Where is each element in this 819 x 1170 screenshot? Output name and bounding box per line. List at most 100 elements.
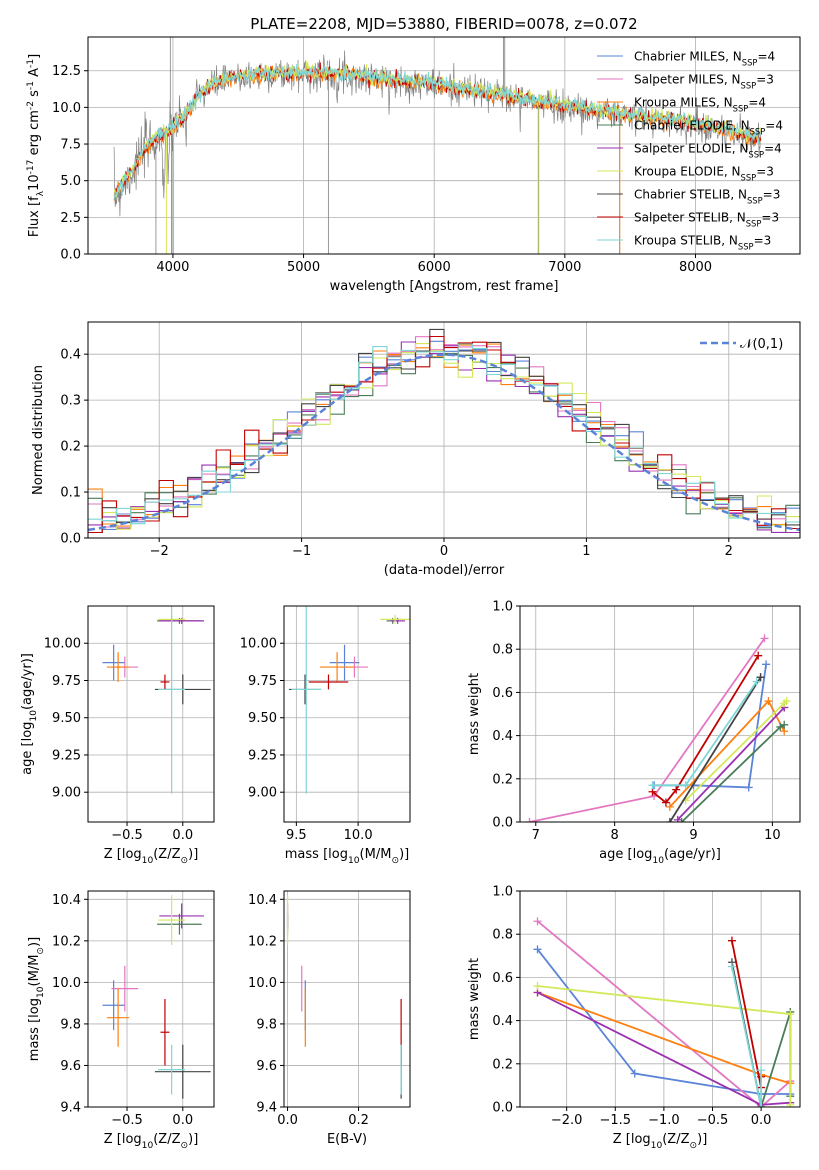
weight-vs-age-axes: 7 8 9 10 0.0 0.2 0.4 0.6 0.8 1.0 age [log10(age/yr… — [467, 600, 801, 866]
spectrum-title: PLATE=2208, MJD=53880, FIBERID=0078, z=0… — [250, 15, 637, 33]
age-vs-z-ytick-label: 9.75 — [52, 674, 81, 689]
weight-vs-z-marker — [786, 1010, 795, 1019]
age-vs-mass-xlabel: mass [log10(M/M⊙)] — [285, 847, 409, 866]
age-vs-z-plot — [102, 606, 211, 794]
mass-vs-z-ytick-label: 9.4 — [60, 1101, 81, 1116]
weight-vs-age-marker — [648, 781, 657, 790]
weight-vs-z-axes: −2.0 −1.5 −1.0 −0.5 0.0 0.0 0.2 0.4 0.6 0.8 1.0 Z [… — [467, 885, 801, 1151]
mass-vs-ebv-xtick-label: 0.0 — [277, 1113, 298, 1128]
legend-label: Chabrier ELODIE, NSSP=4 — [634, 119, 783, 137]
legend-label: Salpeter MILES, NSSP=3 — [634, 73, 774, 91]
weight-vs-z-plot — [533, 917, 795, 1107]
weight-vs-age-ytick-label: 1.0 — [492, 600, 513, 615]
weight-vs-z-marker — [727, 962, 736, 971]
spectrum-ytick-label: 0.0 — [60, 248, 81, 263]
spectrum-plot — [113, 37, 762, 254]
residuals-ytick-label: 0.3 — [60, 394, 81, 409]
age-vs-mass-axes: 9.5 10.0 9.00 9.25 9.50 9.75 10.00 mass [log10(… — [240, 605, 411, 866]
weight-vs-z-marker — [757, 1066, 766, 1075]
mass-vs-ebv-ytick-label: 9.6 — [256, 1059, 277, 1074]
spectrum-axes: 4000 5000 6000 7000 8000 0.0 2.5 5.0 7.5 10.0 12.5… — [26, 36, 801, 294]
age-vs-z-ytick-label: 9.25 — [52, 748, 81, 763]
weight-vs-z-ylabel: mass weight — [467, 958, 482, 1040]
age-vs-mass-ytick-label: 9.00 — [248, 786, 277, 801]
weight-vs-z-xlabel: Z [log10(Z/Z⊙)] — [613, 1132, 708, 1151]
weight-vs-z-ytick-label: 0.0 — [492, 1101, 513, 1116]
spectrum-xtick-label: 4000 — [156, 260, 189, 275]
weight-vs-z-marker — [630, 1069, 639, 1078]
weight-vs-age-marker — [780, 720, 789, 729]
spectrum-xlabel: wavelength [Angstrom, rest frame] — [330, 279, 559, 294]
age-vs-mass-plot — [288, 606, 410, 794]
residuals-ytick-label: 0.2 — [60, 440, 81, 455]
weight-vs-age-marker — [665, 802, 674, 811]
weight-vs-z-marker — [727, 936, 736, 945]
weight-vs-age-xtick-label: 7 — [532, 828, 540, 843]
legend-label: Chabrier MILES, NSSP=4 — [634, 50, 775, 68]
legend-label: Salpeter ELODIE, NSSP=4 — [634, 142, 782, 160]
mass-vs-z-plot-area — [88, 891, 214, 1107]
spectrum-model-line — [113, 63, 762, 201]
age-vs-z-frame — [87, 605, 215, 823]
mass-vs-ebv-ytick-label: 10.0 — [248, 976, 277, 991]
spectrum-plot-area — [88, 37, 800, 254]
weight-vs-age-marker — [681, 781, 690, 790]
spectrum-ytick-label: 12.5 — [52, 64, 81, 79]
weight-vs-age-marker — [744, 783, 753, 792]
spectrum-ylabel: Flux [fλ10-17 erg cm-2 s-1 A-1] — [26, 54, 46, 237]
spectrum-frame — [87, 36, 801, 255]
weight-vs-z-xtick-label: −1.5 — [599, 1113, 631, 1128]
weight-vs-age-marker — [764, 697, 773, 706]
weight-vs-z-marker — [533, 982, 542, 991]
residuals-xtick-label: 0 — [440, 544, 448, 559]
weight-vs-age-series-line — [651, 655, 759, 804]
weight-vs-z-ytick-label: 0.6 — [492, 971, 513, 986]
age-vs-z-ytick-label: 10.00 — [44, 637, 81, 652]
weight-vs-age-ytick-label: 0.0 — [492, 816, 513, 831]
weight-vs-age-ylabel: mass weight — [467, 673, 482, 755]
age-vs-mass-frame — [283, 605, 411, 823]
weight-vs-age-marker — [661, 798, 670, 807]
weight-vs-z-ytick-label: 0.2 — [492, 1057, 513, 1072]
age-vs-z-xtick-label: −0.5 — [111, 828, 143, 843]
spectrum-ytick-label: 2.5 — [60, 211, 81, 226]
mass-vs-ebv-frame — [283, 890, 411, 1108]
weight-vs-age-marker — [762, 660, 771, 669]
legend-label: Chabrier STELIB, NSSP=3 — [634, 188, 780, 206]
weight-vs-z-xtick-label: −0.5 — [697, 1113, 729, 1128]
weight-vs-z-xtick-label: −1.0 — [648, 1113, 680, 1128]
mass-vs-z-ylabel: mass [log10(M/M⊙)] — [27, 937, 46, 1061]
age-vs-z-ytick-label: 9.00 — [52, 786, 81, 801]
mass-vs-z-xlabel: Z [log10(Z/Z⊙)] — [104, 1132, 199, 1151]
legend-gaussian-label: 𝒩(0,1) — [740, 337, 783, 352]
weight-vs-z-xtick-label: 0.0 — [751, 1113, 772, 1128]
weight-vs-age-xtick-label: 9 — [689, 828, 697, 843]
spectrum-ytick-label: 10.0 — [52, 101, 81, 116]
legend-label: Salpeter STELIB, NSSP=3 — [634, 211, 779, 229]
age-vs-mass-plot-area — [284, 606, 410, 822]
legend-label: Kroupa ELODIE, NSSP=3 — [634, 165, 774, 183]
weight-vs-age-marker — [665, 818, 674, 822]
weight-vs-age-marker — [754, 651, 763, 660]
weight-vs-z-ytick-label: 1.0 — [492, 885, 513, 900]
weight-vs-age-series-line — [669, 676, 762, 822]
mass-vs-ebv-xtick-label: 0.2 — [348, 1113, 369, 1128]
age-vs-z-plot-area — [88, 606, 214, 822]
weight-vs-age-plot — [525, 634, 791, 822]
weight-vs-z-marker — [757, 1103, 766, 1107]
residuals-xtick-label: 1 — [582, 544, 590, 559]
weight-vs-z-ytick-label: 0.8 — [492, 928, 513, 943]
weight-vs-age-marker — [752, 677, 761, 686]
mass-vs-z-plot — [102, 895, 211, 1099]
weight-vs-age-marker — [756, 673, 765, 682]
mass-vs-ebv-plot-area — [284, 891, 410, 1107]
weight-vs-z-series-line — [536, 920, 791, 1107]
residual-histogram-series — [88, 335, 800, 534]
residual-histogram-series — [88, 343, 800, 525]
weight-vs-age-xtick-label: 8 — [611, 828, 619, 843]
spectrum-xtick-label: 8000 — [679, 260, 712, 275]
mass-vs-z-ytick-label: 10.0 — [52, 976, 81, 991]
weight-vs-z-series-line — [731, 966, 762, 1107]
residuals-ytick-label: 0.4 — [60, 348, 81, 363]
weight-vs-age-series-line — [677, 706, 785, 821]
